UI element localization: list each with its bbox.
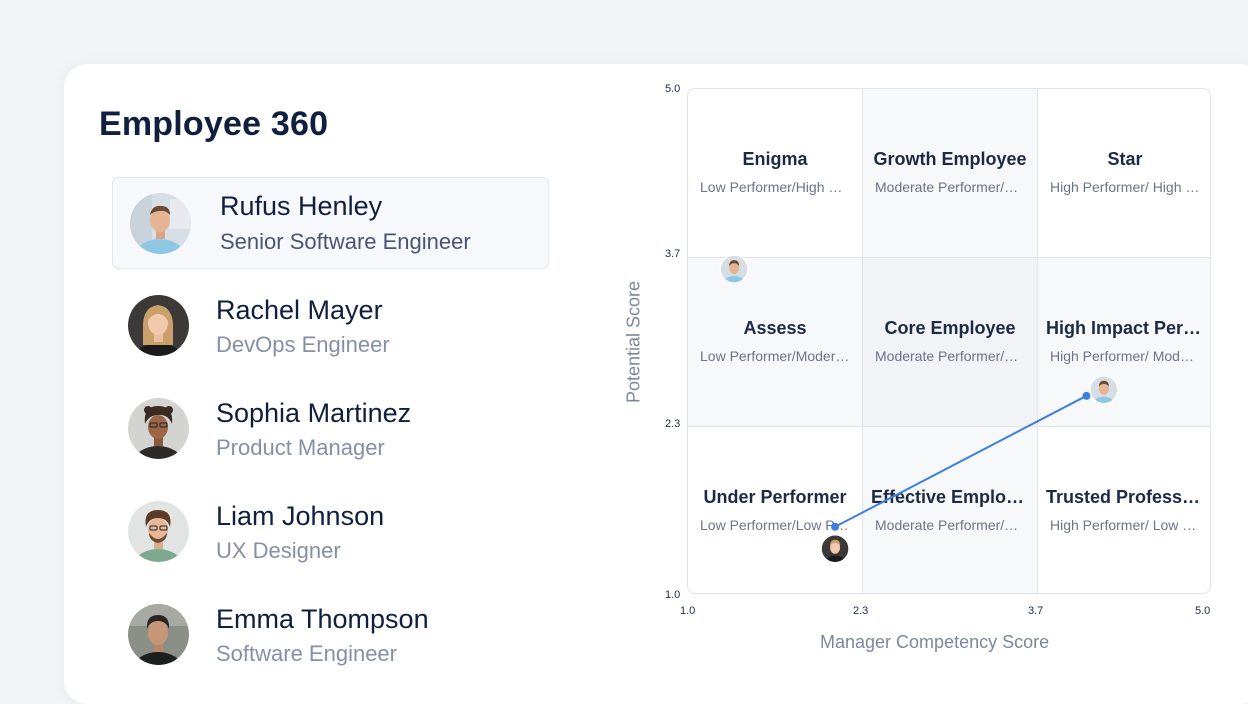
y-tick: 3.7 [665, 248, 681, 260]
employee-name: Emma Thompson [216, 604, 429, 634]
matrix-cell-growth-employee[interactable]: Growth Employee Moderate Performer/High … [863, 89, 1038, 258]
employee-item-rachel-mayer[interactable]: Rachel Mayer DevOps Engineer [112, 280, 549, 383]
matrix-cell-effective-employee[interactable]: Effective Employee Moderate Performer/Lo… [863, 427, 1038, 593]
employee-name: Rufus Henley [220, 191, 383, 221]
employee-point-rufus-henley[interactable]: Rufus Henley [1089, 375, 1119, 413]
employee-role: UX Designer [216, 538, 341, 563]
matrix-cell-under-performer[interactable]: Under Performer Low Performer/Low Potent… [688, 427, 863, 593]
trend-end-dot [1082, 391, 1091, 400]
nine-box-matrix: Enigma Low Performer/High Potential Grow… [687, 88, 1211, 594]
y-tick: 5.0 [665, 83, 681, 95]
employee-name: Liam Johnson [216, 501, 385, 531]
employee-item-sophia-martinez[interactable]: Sophia Martinez Product Manager [112, 383, 549, 486]
employee-name: Rachel Mayer [216, 295, 383, 325]
y-tick: 2.3 [665, 418, 681, 430]
matrix-cell-core-employee[interactable]: Core Employee Moderate Performer/Moderat… [863, 258, 1038, 427]
employee-point-rufus-henley[interactable]: Rufus Henley [719, 254, 749, 292]
x-tick: 5.0 [1195, 605, 1211, 617]
x-tick: 1.0 [680, 605, 696, 617]
x-tick: 3.7 [1028, 605, 1044, 617]
matrix-cell-star[interactable]: Star High Performer/ High Potential [1038, 89, 1210, 258]
avatar [128, 398, 189, 459]
avatar [128, 295, 189, 356]
employee-role: DevOps Engineer [216, 332, 390, 357]
trend-line [834, 394, 1087, 528]
employee-role: Product Manager [216, 435, 385, 460]
matrix-overlay: Rufus Henley Rachel Mayer Rufus Henley [719, 254, 1119, 572]
trend-start-dot [831, 522, 840, 531]
employee-point-rachel-mayer[interactable]: Rachel Mayer [820, 534, 850, 572]
employee-role: Software Engineer [216, 641, 397, 666]
x-tick: 2.3 [853, 605, 869, 617]
employee-name: Sophia Martinez [216, 398, 412, 428]
employee-item-rufus-henley[interactable]: Rufus Henley Senior Software Engineer [112, 177, 549, 269]
avatar [128, 501, 189, 562]
employee-item-emma-thompson[interactable]: Emma Thompson Software Engineer [112, 589, 549, 692]
avatar [128, 604, 189, 665]
avatar [130, 193, 191, 254]
page-title: Employee 360 [99, 105, 329, 143]
x-axis-label: Manager Competency Score [820, 632, 1050, 652]
employee-list: Rufus Henley Senior Software Engineer Ra… [112, 177, 549, 692]
matrix-cell-enigma[interactable]: Enigma Low Performer/High Potential [688, 89, 863, 258]
employee-role: Senior Software Engineer [220, 229, 471, 254]
employee-item-liam-johnson[interactable]: Liam Johnson UX Designer [112, 486, 549, 589]
y-tick: 1.0 [665, 589, 681, 601]
matrix-cell-high-impact-performer[interactable]: High Impact Performer High Performer/ Mo… [1038, 258, 1210, 427]
matrix-cell-assess[interactable]: Assess Low Performer/Moderate Potential [688, 258, 863, 427]
